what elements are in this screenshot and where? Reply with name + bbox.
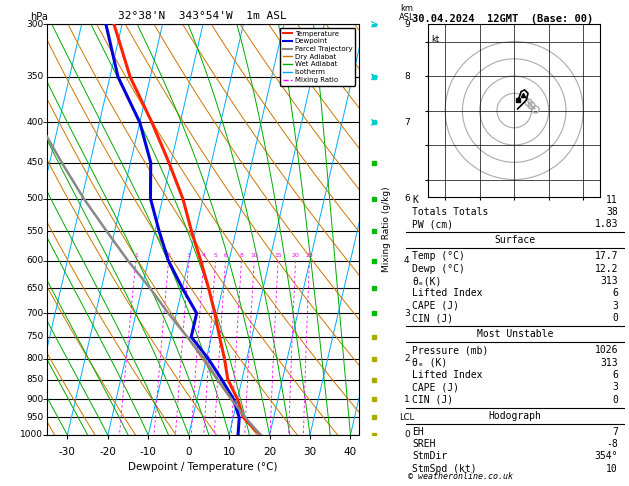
Text: 7: 7 [612, 427, 618, 436]
Text: -10: -10 [140, 447, 157, 457]
Text: 0: 0 [612, 395, 618, 404]
Text: 6: 6 [404, 194, 409, 203]
Text: 1026: 1026 [594, 345, 618, 355]
Text: Hodograph: Hodograph [489, 411, 542, 420]
Text: Dewp (°C): Dewp (°C) [412, 264, 465, 274]
Text: 350: 350 [26, 72, 43, 81]
Text: hPa: hPa [30, 12, 48, 22]
Text: -20: -20 [99, 447, 116, 457]
Text: K: K [412, 194, 418, 205]
Text: StmSpd (kt): StmSpd (kt) [412, 464, 477, 474]
Text: 4: 4 [202, 253, 206, 258]
Legend: Temperature, Dewpoint, Parcel Trajectory, Dry Adiabat, Wet Adiabat, Isotherm, Mi: Temperature, Dewpoint, Parcel Trajectory… [280, 28, 355, 86]
Text: 400: 400 [26, 118, 43, 127]
Text: © weatheronline.co.uk: © weatheronline.co.uk [408, 472, 513, 481]
Text: 313: 313 [601, 358, 618, 367]
Text: LCL: LCL [399, 413, 415, 422]
Text: 20: 20 [263, 447, 276, 457]
Text: 40: 40 [344, 447, 357, 457]
Text: 550: 550 [26, 226, 43, 236]
Text: 6: 6 [612, 288, 618, 298]
Text: 10: 10 [250, 253, 258, 258]
Text: 1: 1 [404, 395, 409, 403]
Text: Totals Totals: Totals Totals [412, 207, 489, 217]
Text: 650: 650 [26, 283, 43, 293]
Text: 600: 600 [26, 256, 43, 265]
Text: Mixing Ratio (g/kg): Mixing Ratio (g/kg) [382, 187, 391, 273]
Text: 900: 900 [26, 395, 43, 403]
Text: 20: 20 [292, 253, 299, 258]
Text: 0: 0 [404, 431, 409, 439]
Text: EH: EH [412, 427, 424, 436]
Text: 2: 2 [167, 253, 170, 258]
Text: 9: 9 [404, 20, 409, 29]
Text: 4: 4 [404, 256, 409, 265]
Text: 450: 450 [26, 158, 43, 167]
Text: 300: 300 [26, 20, 43, 29]
Text: PW (cm): PW (cm) [412, 219, 454, 229]
Text: 30: 30 [303, 447, 316, 457]
Text: Most Unstable: Most Unstable [477, 329, 554, 339]
Text: 32°38'N  343°54'W  1m ASL: 32°38'N 343°54'W 1m ASL [118, 11, 287, 21]
Text: 800: 800 [26, 354, 43, 364]
Text: CIN (J): CIN (J) [412, 313, 454, 323]
Text: 313: 313 [601, 276, 618, 286]
Text: StmDir: StmDir [412, 451, 447, 461]
Text: Pressure (mb): Pressure (mb) [412, 345, 489, 355]
Text: 5: 5 [214, 253, 218, 258]
Text: CIN (J): CIN (J) [412, 395, 454, 404]
Text: 6: 6 [612, 370, 618, 380]
Text: CAPE (J): CAPE (J) [412, 301, 459, 311]
Text: 8: 8 [240, 253, 243, 258]
Text: 0: 0 [612, 313, 618, 323]
Text: 700: 700 [26, 309, 43, 318]
Text: 3: 3 [187, 253, 191, 258]
Text: 354°: 354° [594, 451, 618, 461]
Text: 17.7: 17.7 [594, 251, 618, 261]
Text: 950: 950 [26, 413, 43, 422]
Text: 1.83: 1.83 [594, 219, 618, 229]
Text: SREH: SREH [412, 439, 436, 449]
Text: 11: 11 [606, 194, 618, 205]
Text: 1000: 1000 [20, 431, 43, 439]
Text: 3: 3 [612, 301, 618, 311]
Text: -8: -8 [606, 439, 618, 449]
Text: 3: 3 [404, 309, 409, 318]
Text: 8: 8 [404, 72, 409, 81]
Text: 2: 2 [404, 354, 409, 364]
Text: Lifted Index: Lifted Index [412, 370, 483, 380]
Text: kt: kt [431, 35, 440, 44]
Text: 15: 15 [274, 253, 282, 258]
Text: θₑ (K): θₑ (K) [412, 358, 447, 367]
Text: 7: 7 [404, 118, 409, 127]
Text: θₑ(K): θₑ(K) [412, 276, 442, 286]
Text: 6: 6 [223, 253, 228, 258]
Text: Dewpoint / Temperature (°C): Dewpoint / Temperature (°C) [128, 462, 277, 472]
Text: 30.04.2024  12GMT  (Base: 00): 30.04.2024 12GMT (Base: 00) [412, 14, 593, 24]
Text: CAPE (J): CAPE (J) [412, 382, 459, 392]
Text: 500: 500 [26, 194, 43, 203]
Text: 10: 10 [223, 447, 236, 457]
Text: Temp (°C): Temp (°C) [412, 251, 465, 261]
Text: 10: 10 [606, 464, 618, 474]
Text: 12.2: 12.2 [594, 264, 618, 274]
Text: Lifted Index: Lifted Index [412, 288, 483, 298]
Text: 38: 38 [606, 207, 618, 217]
Text: Surface: Surface [494, 235, 536, 245]
Text: km
ASL: km ASL [399, 3, 415, 22]
Text: -30: -30 [59, 447, 76, 457]
Text: 1: 1 [134, 253, 138, 258]
Text: 0: 0 [186, 447, 192, 457]
Text: 850: 850 [26, 375, 43, 384]
Text: 3: 3 [612, 382, 618, 392]
Text: 750: 750 [26, 332, 43, 341]
Text: 25: 25 [306, 253, 313, 258]
